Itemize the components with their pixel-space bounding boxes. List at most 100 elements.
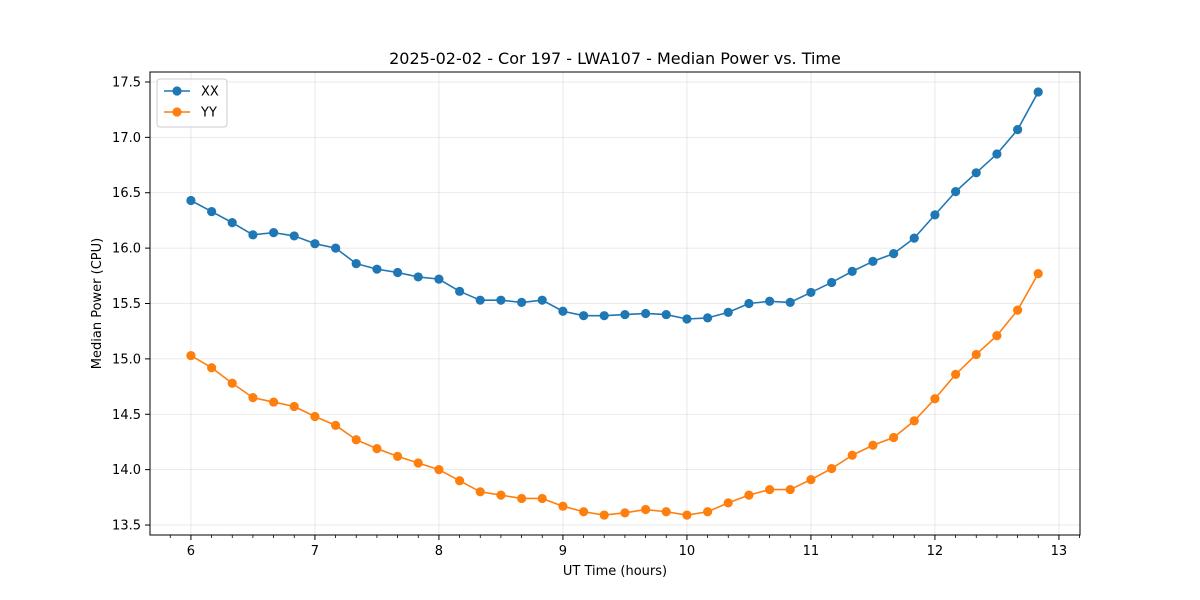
data-point-yy	[248, 393, 258, 403]
data-point-yy	[496, 490, 506, 500]
data-point-xx	[620, 309, 630, 320]
y-tick-label: 13.5	[112, 519, 141, 534]
data-point-xx	[186, 195, 196, 206]
grid	[150, 72, 1080, 535]
data-point-yy	[889, 432, 899, 443]
data-point-xx	[951, 187, 961, 197]
legend-label: XX	[201, 85, 219, 100]
data-point-yy	[579, 507, 589, 517]
data-point-yy	[186, 350, 196, 361]
x-tick-label: 10	[679, 544, 696, 559]
y-tick-label: 15.0	[112, 352, 141, 367]
data-point-yy	[207, 363, 217, 373]
data-point-xx	[310, 239, 320, 249]
legend-item-yy: YY	[164, 106, 217, 121]
data-point-yy	[703, 507, 713, 517]
legend-label: YY	[200, 106, 217, 121]
y-tick-label: 17.5	[112, 75, 141, 90]
series-yy	[186, 268, 1043, 520]
data-point-yy	[806, 475, 816, 485]
y-tick-label: 17.0	[112, 131, 141, 146]
legend: XX YY	[156, 78, 228, 128]
data-point-xx	[331, 243, 341, 253]
data-point-yy	[620, 508, 630, 518]
data-point-yy	[227, 378, 237, 388]
data-point-yy	[599, 510, 609, 520]
x-tick-label: 11	[803, 544, 820, 559]
data-point-yy	[951, 369, 961, 379]
data-point-yy	[661, 507, 671, 517]
data-point-xx	[682, 314, 692, 324]
data-point-yy	[930, 394, 940, 404]
axes-ticks: 6 7 8 9 10 11 12 13 13.5 14.0 14.5 15.0 15.5 16.0 16.5…	[112, 75, 1080, 559]
data-point-yy	[331, 420, 341, 430]
data-point-xx	[785, 297, 795, 307]
x-tick-label: 13	[1051, 544, 1068, 559]
data-point-yy	[1033, 268, 1043, 279]
data-point-xx	[269, 228, 279, 238]
x-tick-label: 8	[435, 544, 443, 559]
data-point-xx	[413, 272, 423, 282]
series-xx	[186, 87, 1043, 324]
data-point-yy	[269, 397, 279, 407]
x-axis-title: UT Time (hours)	[563, 564, 667, 579]
data-point-yy	[682, 510, 692, 520]
data-point-xx	[475, 295, 485, 305]
data-point-yy	[310, 411, 320, 422]
data-point-xx	[847, 266, 857, 276]
data-point-xx	[455, 286, 465, 296]
series-layer	[186, 87, 1043, 520]
data-point-xx	[599, 311, 609, 321]
data-point-xx	[207, 206, 217, 217]
x-tick-label: 12	[927, 544, 944, 559]
data-point-xx	[909, 233, 919, 243]
data-point-yy	[909, 416, 919, 426]
data-point-yy	[517, 493, 527, 504]
y-tick-label: 16.0	[112, 242, 141, 257]
data-point-xx	[537, 295, 547, 305]
data-point-yy	[393, 451, 403, 461]
data-point-xx	[765, 296, 775, 306]
data-point-xx	[992, 149, 1002, 159]
data-point-xx	[372, 264, 382, 274]
data-point-yy	[765, 484, 775, 495]
data-point-yy	[1013, 305, 1023, 315]
data-point-yy	[289, 401, 299, 412]
data-point-yy	[992, 331, 1002, 341]
data-point-yy	[785, 484, 795, 495]
data-point-xx	[971, 168, 981, 178]
y-tick-label: 15.5	[112, 297, 141, 312]
data-point-yy	[455, 476, 465, 486]
legend-item-xx: XX	[164, 85, 219, 100]
data-point-xx	[1033, 87, 1043, 97]
data-point-yy	[537, 493, 547, 504]
data-point-yy	[413, 458, 423, 468]
data-point-xx	[351, 259, 361, 269]
data-point-xx	[558, 306, 568, 316]
chart-title: 2025-02-02 - Cor 197 - LWA107 - Median P…	[389, 49, 841, 68]
data-point-xx	[930, 210, 940, 220]
data-point-xx	[723, 307, 733, 317]
data-point-xx	[703, 313, 713, 323]
data-point-xx	[434, 274, 444, 284]
data-point-yy	[475, 487, 485, 497]
y-tick-label: 14.5	[112, 408, 141, 423]
data-point-yy	[434, 465, 444, 475]
data-point-xx	[806, 287, 816, 298]
data-point-yy	[971, 349, 981, 360]
legend-swatch-marker	[172, 107, 182, 117]
data-point-yy	[641, 504, 651, 515]
data-point-yy	[558, 501, 568, 511]
data-point-yy	[372, 444, 382, 454]
x-tick-label: 7	[311, 544, 319, 559]
data-point-xx	[889, 249, 899, 259]
data-point-yy	[868, 440, 878, 450]
x-tick-label: 6	[187, 544, 195, 559]
data-point-xx	[827, 277, 837, 288]
data-point-xx	[248, 230, 258, 240]
data-point-yy	[723, 498, 733, 508]
x-tick-label: 9	[559, 544, 567, 559]
legend-swatch-marker	[172, 86, 182, 96]
data-point-xx	[744, 298, 754, 309]
data-point-yy	[744, 490, 754, 500]
